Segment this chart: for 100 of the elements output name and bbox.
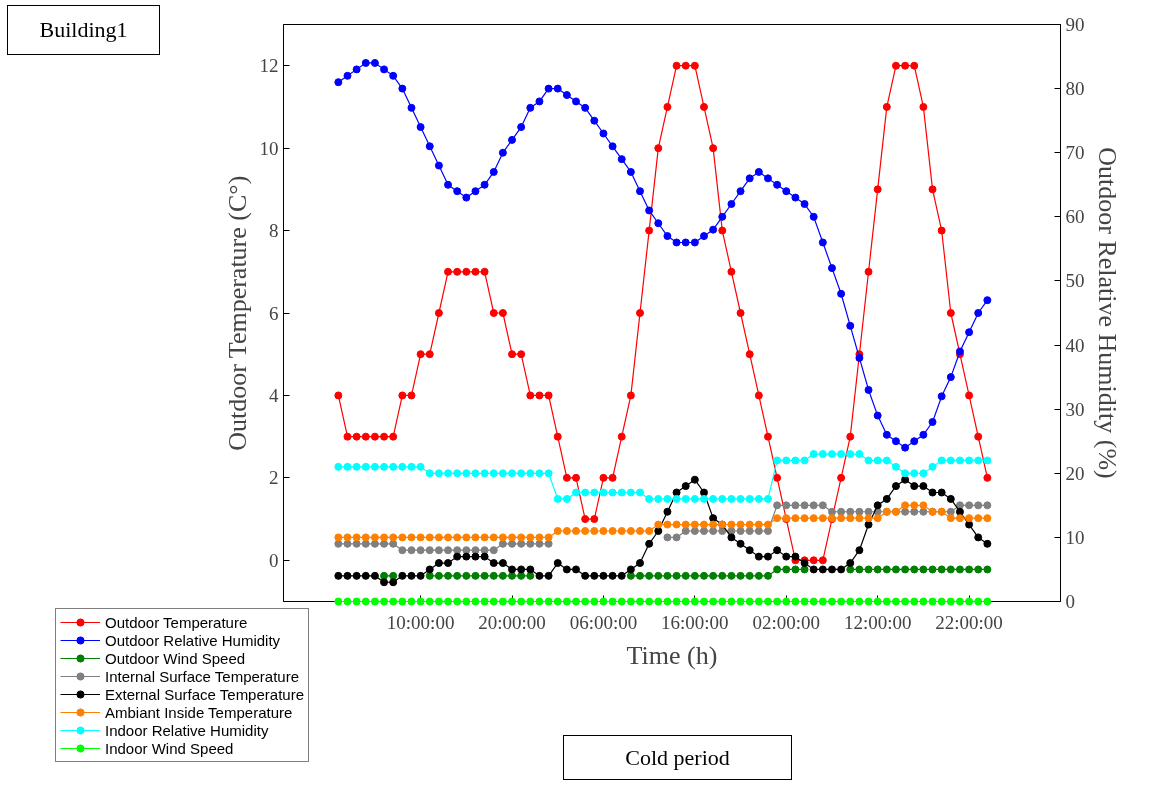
point <box>654 571 663 580</box>
x-tick-label: 22:00:00 <box>935 611 1003 633</box>
point <box>937 565 946 574</box>
point <box>361 539 370 548</box>
point <box>370 539 379 548</box>
point <box>663 533 672 542</box>
point <box>965 501 974 510</box>
y-tick-label: 4 <box>269 384 279 406</box>
x-tick-label: 02:00:00 <box>752 611 821 633</box>
legend-label: Outdoor Wind Speed <box>105 649 246 667</box>
y2-tick-label: 10 <box>1065 526 1085 548</box>
point <box>763 571 772 580</box>
legend-label: Ambiant Inside Temperature <box>105 703 293 721</box>
point <box>709 571 718 580</box>
y-tick-label: 8 <box>269 220 279 242</box>
point <box>791 565 800 574</box>
point <box>974 565 983 574</box>
point <box>508 571 517 580</box>
point <box>928 565 937 574</box>
y-tick-label: 2 <box>269 467 279 489</box>
x-tick-label: 12:00:00 <box>843 611 912 633</box>
point <box>955 565 964 574</box>
point <box>480 571 489 580</box>
x-tick-label: 16:00:00 <box>661 611 729 633</box>
point <box>462 546 471 555</box>
point <box>444 571 453 580</box>
x-tick-label: 06:00:00 <box>569 611 638 633</box>
point <box>818 501 827 510</box>
point <box>864 565 873 574</box>
point <box>983 501 992 510</box>
point <box>910 565 919 574</box>
y2-tick-label: 0 <box>1065 591 1075 612</box>
point <box>453 571 462 580</box>
point <box>809 501 818 510</box>
y-tick-label: 12 <box>259 55 279 77</box>
point <box>736 571 745 580</box>
point <box>864 507 873 516</box>
point <box>946 507 955 516</box>
point <box>489 571 498 580</box>
point <box>782 565 791 574</box>
y-tick-label: 0 <box>269 549 279 571</box>
point <box>398 546 407 555</box>
legend-label: External Surface Temperature <box>105 685 304 703</box>
y2-tick-label: 50 <box>1065 270 1085 292</box>
point <box>681 571 690 580</box>
legend-label: Internal Surface Temperature <box>105 667 299 685</box>
legend-label: Indoor Wind Speed <box>105 739 234 757</box>
point <box>800 501 809 510</box>
point <box>690 571 699 580</box>
point <box>672 533 681 542</box>
y-tick-label: 6 <box>269 302 279 324</box>
point <box>791 501 800 510</box>
point <box>773 565 782 574</box>
point <box>837 507 846 516</box>
point <box>882 565 891 574</box>
point <box>471 571 480 580</box>
point <box>873 565 882 574</box>
legend-label: Indoor Relative Humidity <box>105 721 269 739</box>
point <box>855 507 864 516</box>
y2-tick-label: 30 <box>1065 398 1085 420</box>
point <box>380 571 389 580</box>
point <box>754 571 763 580</box>
point <box>901 565 910 574</box>
text: Building1 <box>39 16 128 44</box>
point <box>727 571 736 580</box>
point <box>983 565 992 574</box>
y2-tick-label: 70 <box>1065 142 1085 164</box>
point <box>636 571 645 580</box>
y-axis-title: Outdoor Temperature (C°) <box>222 175 252 451</box>
point <box>498 571 507 580</box>
y2-tick-label: 20 <box>1065 462 1085 484</box>
y2-axis-title: Outdoor Relative Humidity (%) <box>1092 147 1122 479</box>
point <box>489 546 498 555</box>
point <box>965 565 974 574</box>
point <box>663 571 672 580</box>
y2-tick-label: 40 <box>1065 334 1085 356</box>
legend-label: Outdoor Temperature <box>105 613 248 631</box>
point <box>855 565 864 574</box>
point <box>444 546 453 555</box>
point <box>517 539 526 548</box>
point <box>919 565 928 574</box>
x-tick-label: 20:00:00 <box>478 611 546 633</box>
point <box>462 571 471 580</box>
point <box>745 571 754 580</box>
point <box>380 539 389 548</box>
point <box>526 539 535 548</box>
point <box>891 565 900 574</box>
point <box>699 571 708 580</box>
point <box>919 507 928 516</box>
point <box>800 565 809 574</box>
legend-label: Outdoor Relative Humidity <box>105 631 281 649</box>
point <box>453 546 462 555</box>
point <box>782 501 791 510</box>
point <box>773 501 782 510</box>
point <box>946 565 955 574</box>
point <box>910 507 919 516</box>
point <box>425 546 434 555</box>
point <box>389 571 398 580</box>
text: Cold period <box>625 744 730 772</box>
y2-tick-label: 80 <box>1065 78 1085 100</box>
